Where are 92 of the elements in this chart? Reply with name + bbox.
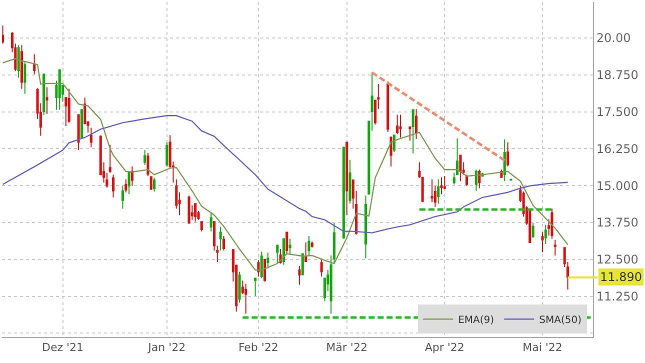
candlestick [77, 114, 80, 151]
candlestick [128, 170, 130, 195]
line-series [2, 115, 568, 234]
candlestick [503, 139, 506, 182]
candlestick [301, 253, 304, 276]
y-tick-label: 16.250 [596, 142, 638, 156]
candlestick [194, 203, 197, 222]
candlestick [130, 166, 134, 186]
candlestick [544, 224, 547, 245]
candlestick [146, 152, 150, 177]
candlestick [364, 195, 368, 259]
x-tick-label: Dez '21 [42, 341, 84, 354]
candlestick [392, 134, 396, 152]
candlestick [254, 278, 257, 296]
candlestick [541, 232, 544, 253]
candlestick [276, 244, 279, 264]
candlestick [396, 114, 399, 135]
candlestick [166, 142, 168, 167]
y-tick-label: 12.500 [596, 252, 638, 267]
candlestick [399, 114, 402, 138]
candlestick [443, 176, 446, 190]
y-tick-label: 13.750 [596, 216, 638, 230]
candlestick [342, 146, 345, 240]
candlestick [390, 136, 392, 167]
candlestick [386, 80, 390, 132]
candlestick [210, 212, 212, 232]
annotation: 11.890 [600, 270, 642, 284]
candlestick [346, 142, 348, 216]
legend-label: SMA(50) [539, 315, 582, 326]
candlestick [2, 25, 4, 44]
candlestick [238, 271, 241, 303]
candlestick [20, 44, 23, 90]
candlestick [222, 236, 225, 252]
candlestick [348, 159, 352, 204]
y-tick-label: 20.00 [596, 31, 631, 46]
candlestick [474, 169, 478, 192]
candlestick [90, 127, 92, 148]
candlestick [112, 174, 115, 198]
candlestick [286, 232, 288, 254]
candlestick [550, 208, 554, 240]
candlestick [121, 185, 124, 210]
candlestick [17, 44, 20, 78]
candlestick [124, 178, 128, 193]
candlestick [437, 178, 440, 204]
candlestick [257, 260, 260, 277]
candlestick [200, 221, 203, 232]
candlestick [244, 283, 248, 314]
candlestick [308, 236, 310, 256]
candlestick [304, 242, 308, 263]
candlestick [42, 72, 46, 116]
candlestick [219, 226, 222, 252]
candlestick [263, 258, 266, 282]
x-tick-label: Jan '22 [147, 341, 186, 354]
x-tick-label: Mär '22 [326, 341, 368, 354]
candlestick [298, 265, 301, 286]
candlestick [440, 176, 443, 195]
candlestick [414, 108, 418, 140]
candlestick [412, 109, 414, 154]
candlestick [478, 169, 481, 189]
legend-label: EMA(9) [458, 315, 494, 326]
x-tick-label: Mai '22 [522, 341, 562, 354]
candlestick [408, 126, 412, 142]
candlestick [80, 108, 83, 140]
x-tick-label: Apr '22 [424, 341, 464, 354]
candlestick [288, 238, 292, 254]
candlestick [24, 60, 26, 94]
candlestick [33, 54, 36, 75]
candlestick [260, 251, 263, 279]
candlestick [310, 241, 314, 248]
candlestick [554, 239, 556, 256]
y-tick-label: 18.750 [596, 68, 638, 82]
x-tick-label: Feb '22 [238, 341, 278, 354]
y-tick-label: 11.250 [596, 289, 638, 304]
candlestick [430, 178, 434, 203]
candlestick [532, 222, 534, 238]
candlestick [282, 238, 285, 266]
candlestick [266, 252, 270, 270]
candlestick [108, 144, 112, 174]
y-tick-label: 17.500 [596, 105, 638, 119]
candlestick [153, 177, 156, 192]
candlestick [150, 176, 152, 191]
y-tick-label: 15.000 [596, 178, 638, 193]
candlestick [506, 142, 510, 167]
candlestick [320, 258, 323, 277]
line-series [2, 58, 568, 271]
candlestick [188, 195, 190, 224]
candlestick [58, 68, 61, 110]
candlestick [459, 154, 462, 182]
candlestick [46, 86, 48, 114]
candlestick [144, 150, 146, 166]
candlestick [68, 88, 70, 124]
candlestick [465, 174, 468, 186]
